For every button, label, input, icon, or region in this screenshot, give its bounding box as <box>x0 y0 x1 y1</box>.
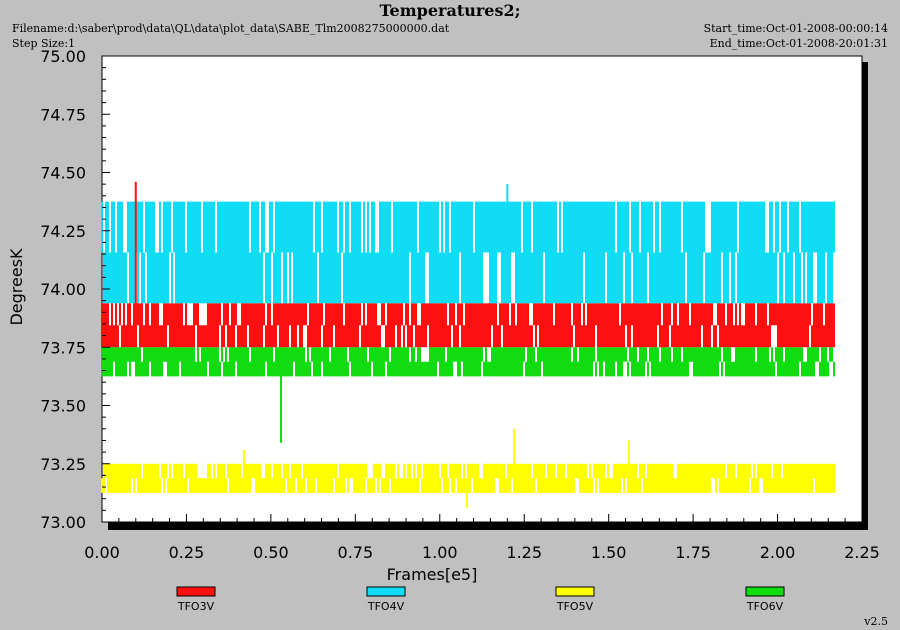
y-tick-label: 75.00 <box>40 47 86 66</box>
legend-swatch <box>176 586 216 597</box>
series-band-tfo4v <box>101 201 835 304</box>
y-tick-label: 73.75 <box>40 338 86 357</box>
start-time-label: Start_time:Oct-01-2008-00:00:14 <box>703 22 888 35</box>
x-tick-label: 2.00 <box>760 543 796 562</box>
legend-swatch <box>745 586 785 597</box>
x-tick-label: 1.75 <box>675 543 711 562</box>
series-tfo4v <box>101 184 835 304</box>
y-tick-label: 73.50 <box>40 397 86 416</box>
y-tick-label: 74.25 <box>40 222 86 241</box>
y-tick-label: 73.00 <box>40 513 86 532</box>
y-tick-label: 74.00 <box>40 280 86 299</box>
y-axis-title: DegreesK <box>7 248 26 326</box>
series-band-tfo6v <box>101 347 835 377</box>
y-tick-label: 73.25 <box>40 455 86 474</box>
legend-swatch <box>555 586 595 597</box>
legend-item-tfo5v: TFO5V <box>555 586 595 613</box>
step-size-label: Step Size:1 <box>12 37 76 50</box>
x-tick-label: 0.75 <box>338 543 374 562</box>
chart-title: Temperatures2; <box>379 1 521 20</box>
legend-label: TFO6V <box>746 600 784 613</box>
x-tick-label: 0.00 <box>84 543 120 562</box>
x-axis-title: Frames[e5] <box>387 565 478 584</box>
x-tick-label: 1.00 <box>422 543 458 562</box>
legend-item-tfo3v: TFO3V <box>176 586 216 613</box>
y-tick-label: 74.75 <box>40 105 86 124</box>
x-tick-label: 1.50 <box>591 543 627 562</box>
x-tick-label: 0.25 <box>169 543 205 562</box>
x-tick-label: 1.25 <box>506 543 542 562</box>
version-label: v2.5 <box>864 615 888 628</box>
series-tfo3v <box>101 181 835 348</box>
series-band-tfo3v <box>101 303 835 348</box>
series-tfo5v <box>101 428 835 509</box>
y-tick-label: 74.50 <box>40 164 86 183</box>
end-time-label: End_time:Oct-01-2008-20:01:31 <box>709 37 888 50</box>
legend-swatch <box>366 586 406 597</box>
legend-item-tfo6v: TFO6V <box>745 586 785 613</box>
x-tick-label: 0.50 <box>253 543 289 562</box>
legend-label: TFO4V <box>367 600 405 613</box>
series-tfo6v <box>101 347 835 443</box>
series-band-tfo5v <box>101 463 835 493</box>
legend-label: TFO5V <box>556 600 594 613</box>
filename-label: Filename:d:\saber\prod\data\QL\data\plot… <box>12 22 450 35</box>
legend-item-tfo4v: TFO4V <box>366 586 406 613</box>
legend-label: TFO3V <box>177 600 215 613</box>
x-tick-label: 2.25 <box>844 543 880 562</box>
